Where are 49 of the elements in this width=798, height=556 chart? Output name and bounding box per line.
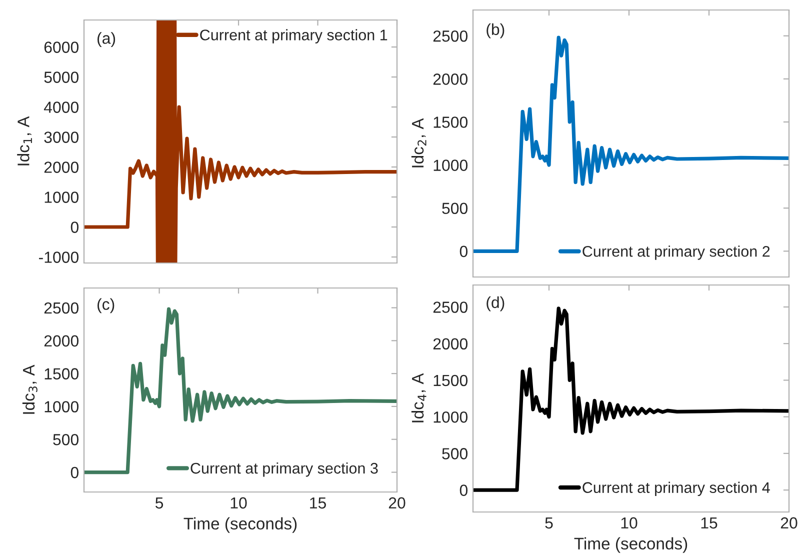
y-tick-label: 0 <box>70 466 79 478</box>
y-tick-label: 2000 <box>44 335 79 347</box>
legend-label: Current at primary section 1 <box>200 29 388 44</box>
y-tick-label: 500 <box>53 434 79 446</box>
y-tick-label: 0 <box>460 246 468 258</box>
y-tick-label: 1000 <box>44 192 79 203</box>
y-tick-label: 1000 <box>434 411 468 423</box>
y-tick-label: 0 <box>70 222 79 233</box>
x-axis-title: Time (seconds) <box>574 537 688 553</box>
y-tick-label: 2500 <box>44 302 79 314</box>
y-axis-title: Idc$_{1}$, A <box>17 116 32 166</box>
x-tick-label: 5 <box>545 517 553 529</box>
x-tick-label: 20 <box>388 497 406 509</box>
x-tick-label: 15 <box>310 497 326 509</box>
y-tick-label: 2500 <box>433 302 468 313</box>
annotation: (d) <box>486 296 504 312</box>
y-tick-label: 6000 <box>44 42 79 53</box>
annotation: (a) <box>98 32 116 48</box>
y-tick-label: 1500 <box>434 374 468 386</box>
annotation: (b) <box>486 23 504 38</box>
legend-label: Current at primary section 2 <box>582 246 770 260</box>
y-axis-title: Idc$_{3}$, A <box>22 364 38 414</box>
x-tick-label: 20 <box>780 517 798 529</box>
y-tick-label: 3000 <box>44 132 79 143</box>
legend-label: Current at primary section 3 <box>190 462 378 477</box>
x-tick-label: 10 <box>230 497 247 509</box>
y-tick-label: 4000 <box>44 102 79 113</box>
x-tick-label: 15 <box>701 517 718 529</box>
y-tick-label: 5000 <box>44 72 79 83</box>
annotation: (c) <box>98 298 114 314</box>
x-axis-title: Time (seconds) <box>184 517 297 533</box>
y-tick-label: 1500 <box>44 368 79 380</box>
y-tick-label: 2000 <box>44 162 79 173</box>
x-tick-label: 10 <box>621 517 638 529</box>
line-series <box>84 20 397 263</box>
y-tick-label: 1000 <box>44 401 79 412</box>
y-axis-title: Idc$_{4}$, A <box>411 373 426 422</box>
y-tick-label: 2000 <box>433 338 468 350</box>
y-tick-label: 2000 <box>433 74 468 85</box>
x-tick-label: 5 <box>155 497 164 509</box>
legend-label: Current at primary section 4 <box>582 482 770 496</box>
y-tick-label: 500 <box>442 202 468 214</box>
y-tick-label: 0 <box>460 484 468 496</box>
y-tick-label: 1500 <box>434 116 468 128</box>
y-tick-label: -1000 <box>39 252 79 263</box>
y-tick-label: 500 <box>442 448 468 460</box>
y-tick-label: 2500 <box>433 30 468 42</box>
y-axis-title: Idc$_{2}$, A <box>411 118 426 168</box>
y-tick-label: 1000 <box>434 160 468 171</box>
